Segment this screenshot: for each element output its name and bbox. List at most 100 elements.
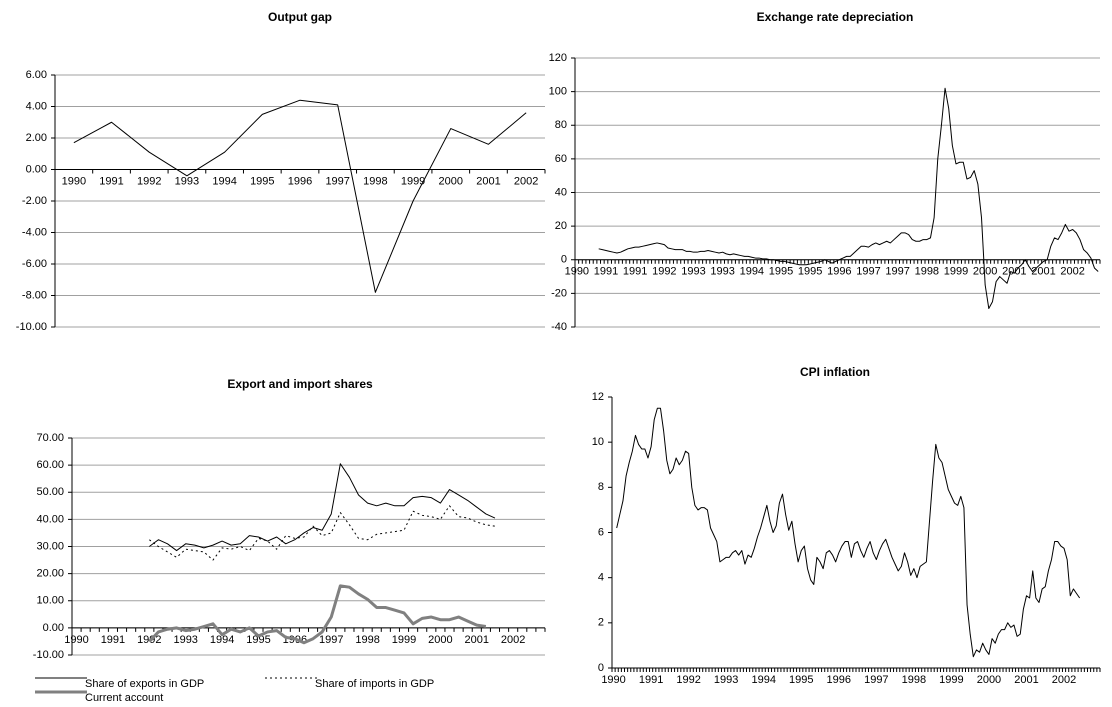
x-tick-label: 2001 (476, 175, 500, 187)
y-tick-label: 0 (598, 662, 604, 674)
x-tick-label: 2002 (514, 175, 538, 187)
x-tick-label: 1991 (594, 266, 618, 278)
y-tick-label: -4.00 (22, 226, 47, 238)
x-tick-label: 2001 (1002, 266, 1026, 278)
x-tick-label: 1990 (62, 175, 86, 187)
x-tick-label: 1997 (319, 634, 343, 646)
y-tick-label: -40 (551, 321, 567, 333)
x-tick-label: 1994 (210, 634, 234, 646)
x-tick-label: 1999 (392, 634, 416, 646)
x-tick-label: 1998 (355, 634, 379, 646)
x-tick-label: 1997 (864, 674, 888, 686)
x-tick-label: 1997 (325, 175, 349, 187)
x-tick-label: 1997 (885, 266, 909, 278)
x-tick-label: 1993 (681, 266, 705, 278)
x-tick-label: 1990 (64, 634, 88, 646)
y-tick-label: 40 (555, 186, 567, 198)
x-tick-label: 1990 (565, 266, 589, 278)
x-tick-label: 1991 (99, 175, 123, 187)
y-tick-label: 70.00 (36, 432, 64, 444)
chart-title: Exchange rate depreciation (757, 10, 914, 24)
y-tick-label: 0 (561, 254, 567, 266)
y-tick-label: 0.00 (43, 622, 64, 634)
x-tick-label: 1991 (639, 674, 663, 686)
data-line (148, 584, 487, 645)
x-tick-label: 1991 (101, 634, 125, 646)
x-tick-label: 1995 (769, 266, 793, 278)
x-tick-label: 1998 (363, 175, 387, 187)
x-tick-label: 1992 (652, 266, 676, 278)
y-tick-label: 20 (555, 220, 567, 232)
y-tick-label: -2.00 (22, 195, 47, 207)
x-tick-label: 1993 (173, 634, 197, 646)
x-tick-label: 1994 (212, 175, 236, 187)
legend-label: Share of exports in GDP (85, 678, 204, 690)
x-tick-label: 2000 (973, 266, 997, 278)
y-tick-label: -10.00 (16, 321, 47, 333)
chart-title: CPI inflation (800, 365, 870, 379)
x-tick-label: 2000 (439, 175, 463, 187)
chart-title: Output gap (268, 10, 332, 24)
x-tick-label: 1993 (175, 175, 199, 187)
y-tick-label: 120 (549, 52, 567, 64)
chart-title: Export and import shares (227, 377, 373, 391)
x-tick-label: 1992 (676, 674, 700, 686)
y-tick-label: 80 (555, 119, 567, 131)
data-line (73, 99, 527, 293)
y-tick-label: 10 (592, 436, 604, 448)
y-tick-label: 12 (592, 391, 604, 403)
y-tick-label: -20 (551, 287, 567, 299)
x-tick-label: 1996 (827, 674, 851, 686)
x-tick-label: 2000 (428, 634, 452, 646)
x-tick-label: 1993 (714, 674, 738, 686)
y-tick-label: 30.00 (36, 540, 64, 552)
y-tick-label: 60 (555, 153, 567, 165)
y-tick-label: 60.00 (36, 459, 64, 471)
y-tick-label: 4.00 (26, 100, 47, 112)
x-tick-label: 2001 (1014, 674, 1038, 686)
x-tick-label: 2002 (1052, 674, 1076, 686)
x-tick-label: 1996 (288, 175, 312, 187)
x-tick-label: 1999 (401, 175, 425, 187)
y-tick-label: -8.00 (22, 289, 47, 301)
x-tick-label: 1995 (250, 175, 274, 187)
legend-label: Share of imports in GDP (315, 678, 434, 690)
x-tick-label: 1997 (856, 266, 880, 278)
x-tick-label: 1995 (789, 674, 813, 686)
data-line (616, 407, 1081, 658)
x-tick-label: 1993 (710, 266, 734, 278)
x-tick-label: 1998 (902, 674, 926, 686)
y-tick-label: 4 (598, 572, 604, 584)
x-tick-label: 2002 (1060, 266, 1084, 278)
y-tick-label: 6 (598, 526, 604, 538)
x-tick-label: 1999 (939, 674, 963, 686)
data-line (598, 87, 1099, 310)
y-tick-label: 8 (598, 481, 604, 493)
y-tick-label: 0.00 (26, 163, 47, 175)
x-tick-label: 2000 (977, 674, 1001, 686)
y-tick-label: 2 (598, 617, 604, 629)
x-tick-label: 1994 (740, 266, 764, 278)
x-tick-label: 1991 (623, 266, 647, 278)
x-tick-label: 1994 (751, 674, 775, 686)
y-tick-label: 50.00 (36, 486, 64, 498)
y-tick-label: -6.00 (22, 258, 47, 270)
x-tick-label: 1996 (827, 266, 851, 278)
y-tick-label: -10.00 (33, 649, 64, 661)
y-tick-label: 20.00 (36, 568, 64, 580)
data-line (149, 463, 496, 552)
x-tick-label: 1990 (601, 674, 625, 686)
x-tick-label: 1999 (944, 266, 968, 278)
y-tick-label: 6.00 (26, 69, 47, 81)
x-tick-label: 2001 (465, 634, 489, 646)
x-tick-label: 1992 (137, 175, 161, 187)
x-tick-label: 1995 (798, 266, 822, 278)
y-tick-label: 100 (549, 86, 567, 98)
x-tick-label: 2001 (1031, 266, 1055, 278)
y-tick-label: 40.00 (36, 513, 64, 525)
y-tick-label: 2.00 (26, 132, 47, 144)
y-tick-label: 10.00 (36, 595, 64, 607)
data-line (149, 505, 496, 561)
